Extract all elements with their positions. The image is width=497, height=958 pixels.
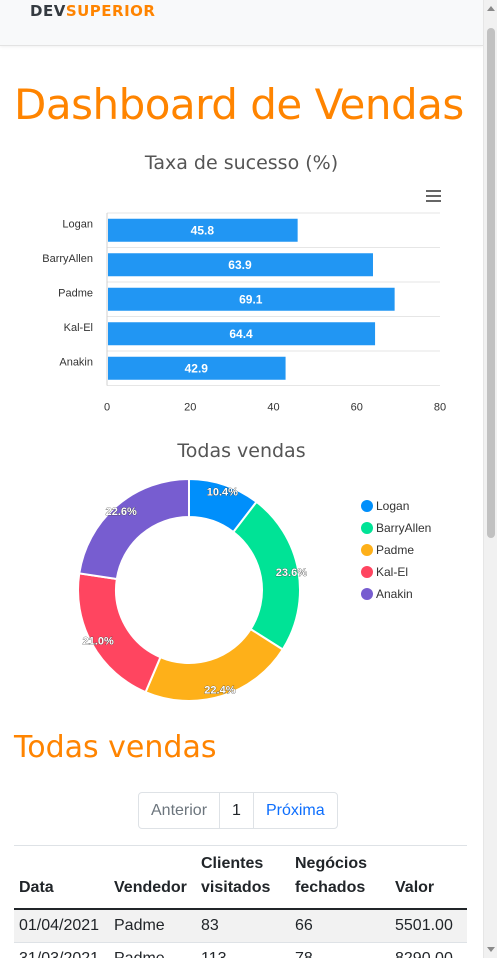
bar-chart: Logan 45.8 BarryAllen 63.9 Padme 69.1 Kal-El 64…: [42, 212, 446, 414]
legend-label[interactable]: BarryAllen: [376, 521, 431, 535]
page-scrollbar[interactable]: [483, 0, 497, 958]
x-tick-label: 20: [184, 402, 196, 414]
pagination-previous-button[interactable]: Anterior: [151, 802, 208, 819]
y-tick-label: BarryAllen: [42, 253, 93, 265]
x-tick-label: 60: [351, 402, 363, 414]
bar-value-label: 64.4: [229, 327, 253, 341]
table-row: 01/04/2021 Padme 83 66 5501.00: [14, 908, 467, 943]
slice-value-label: 22.4%: [204, 684, 235, 696]
legend-label[interactable]: Padme: [376, 543, 414, 557]
bar-value-label: 69.1: [239, 292, 263, 306]
cell-closed: 66: [290, 908, 390, 943]
table-header-row: Data Vendedor Clientes visitados Negócio…: [14, 845, 467, 910]
legend-label[interactable]: Anakin: [376, 587, 413, 601]
column-header-visited: Clientes visitados: [196, 845, 290, 910]
x-tick-label: 40: [267, 402, 279, 414]
slice-value-label: 23.6%: [276, 567, 307, 579]
legend-label[interactable]: Kal-El: [376, 565, 408, 579]
cell-visited: 83: [196, 908, 290, 943]
brand-logo[interactable]: DEVSUPERIOR: [30, 2, 155, 20]
table-row: 31/03/2021 Padme 113 78 8290.00: [14, 942, 467, 958]
donut-chart-title: Todas vendas: [177, 440, 306, 462]
cell-visited: 113: [196, 942, 290, 958]
scroll-thumb[interactable]: [487, 28, 495, 538]
pagination: Anterior 1 Próxima: [138, 792, 338, 829]
chart-menu-icon[interactable]: [426, 190, 441, 202]
bar-value-label: 45.8: [191, 223, 215, 237]
scroll-up-arrow-icon[interactable]: [487, 6, 495, 11]
cell-closed: 78: [290, 942, 390, 958]
cell-seller: Padme: [109, 942, 196, 958]
x-tick-label: 80: [434, 402, 446, 414]
y-tick-label: Anakin: [59, 356, 93, 368]
donut-slice-kal-el[interactable]: [77, 572, 162, 694]
donut-slice-anakin[interactable]: [78, 477, 190, 581]
sales-table: Data Vendedor Clientes visitados Negócio…: [14, 845, 467, 958]
y-tick-label: Kal-El: [64, 322, 93, 334]
y-tick-label: Padme: [58, 287, 93, 299]
legend-marker-icon[interactable]: [361, 566, 373, 578]
bar-kal-el[interactable]: [108, 322, 376, 346]
bar-value-label: 42.9: [185, 361, 209, 375]
cell-amount: 5501.00: [390, 908, 467, 943]
cell-amount: 8290.00: [390, 942, 467, 958]
legend-marker-icon[interactable]: [361, 588, 373, 600]
column-header-amount: Valor: [390, 845, 467, 910]
donut-chart: 10.4% 23.6% 22.4% 21.0% 22.6% Logan BarryAllen…: [77, 477, 431, 702]
column-header-seller: Vendedor: [109, 845, 196, 910]
legend-marker-icon[interactable]: [361, 544, 373, 556]
bar-chart-title: Taxa de sucesso (%): [144, 152, 339, 174]
pagination-page-1[interactable]: 1: [219, 793, 253, 828]
navbar: DEVSUPERIOR: [0, 0, 483, 46]
legend-marker-icon[interactable]: [361, 500, 373, 512]
legend-label[interactable]: Logan: [376, 499, 409, 513]
brand-superior: SUPERIOR: [65, 2, 156, 20]
brand-dev: DEV: [30, 2, 66, 20]
bar-value-label: 63.9: [228, 258, 252, 272]
legend-marker-icon[interactable]: [361, 522, 373, 534]
cell-date: 31/03/2021: [14, 942, 109, 958]
column-header-closed: Negócios fechados: [290, 845, 390, 910]
cell-seller: Padme: [109, 908, 196, 943]
slice-value-label: 21.0%: [83, 636, 114, 648]
y-tick-label: Logan: [62, 218, 93, 230]
slice-value-label: 22.6%: [106, 506, 137, 518]
x-tick-label: 0: [104, 402, 110, 414]
bar-padme[interactable]: [108, 287, 395, 311]
pagination-next-button[interactable]: Próxima: [252, 793, 337, 828]
column-header-date: Data: [14, 845, 109, 910]
cell-date: 01/04/2021: [14, 908, 109, 943]
bar-barryallen[interactable]: [108, 253, 373, 277]
sales-section-title: Todas vendas: [14, 730, 217, 765]
scroll-down-arrow-icon[interactable]: [487, 947, 495, 952]
bar-anakin[interactable]: [108, 356, 286, 380]
slice-value-label: 10.4%: [207, 487, 238, 499]
page-title: Dashboard de Vendas: [14, 80, 464, 129]
bar-logan[interactable]: [108, 218, 298, 242]
